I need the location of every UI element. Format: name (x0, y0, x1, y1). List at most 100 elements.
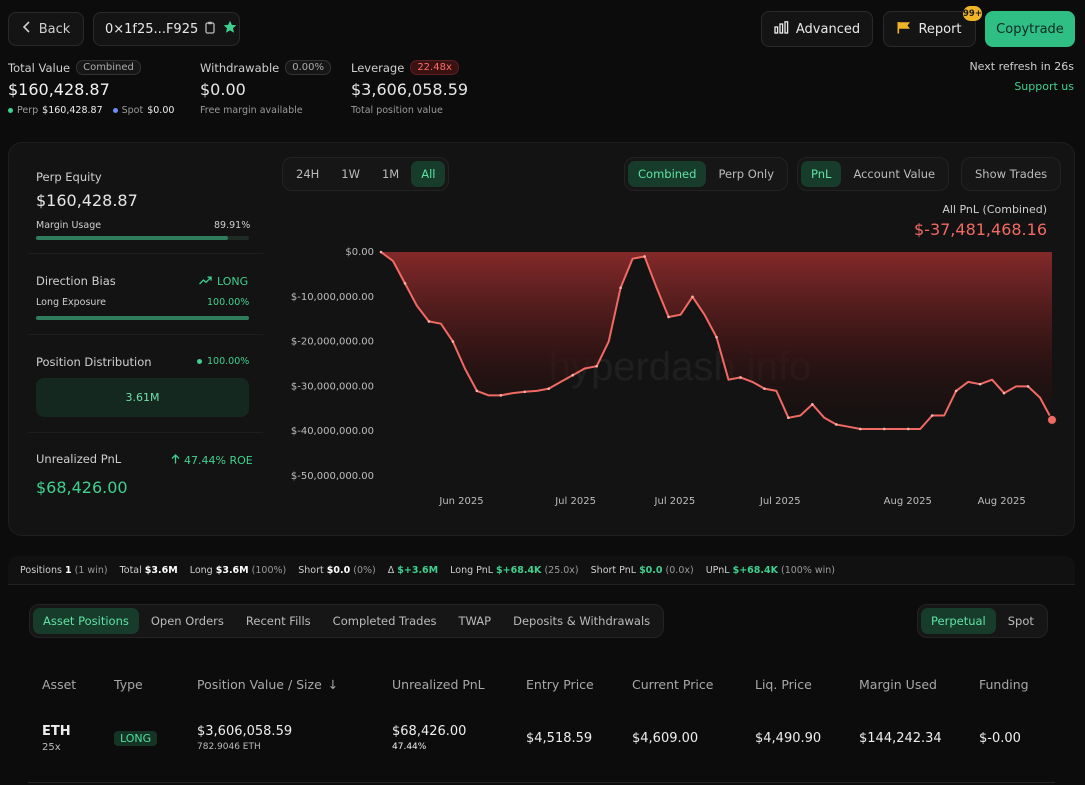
pnl-point (475, 389, 479, 393)
col-position-value[interactable]: Position Value / Size ↓ (197, 677, 338, 692)
show-trades-label: Show Trades (975, 167, 1048, 181)
withdrawable-value: $0.00 (200, 80, 246, 99)
pnl-point (835, 423, 838, 426)
tab-spot[interactable]: Spot (1007, 614, 1034, 628)
total-value-label: Total Value (8, 60, 71, 75)
pnl-title: All PnL (Combined) (942, 203, 1047, 216)
col-unrealized-pnl[interactable]: Unrealized PnL (392, 677, 485, 692)
stat-short-pnl-value: $0.0 (639, 564, 663, 576)
y-tick-label: $-30,000,000.00 (291, 381, 374, 392)
mode-combined[interactable]: Combined (628, 161, 707, 187)
range-1w[interactable]: 1W (341, 167, 360, 181)
leverage-value: $3,606,058.59 (351, 80, 469, 99)
advanced-button[interactable]: Advanced (761, 11, 873, 47)
range-all[interactable]: All (411, 161, 446, 187)
col-margin-used[interactable]: Margin Used (859, 677, 937, 692)
pnl-point (547, 387, 551, 390)
col-liq-price[interactable]: Liq. Price (755, 677, 812, 692)
address-chip[interactable]: 0×1f25...F925 (93, 12, 240, 46)
perp-equity-value: $160,428.87 (36, 191, 138, 210)
col-current-price[interactable]: Current Price (632, 677, 714, 692)
tab-completed-trades[interactable]: Completed Trades (332, 614, 437, 628)
stat-long-pnl-value: $+68.4K (496, 564, 542, 576)
perp-label: Perp (17, 105, 39, 116)
tab-open-orders[interactable]: Open Orders (150, 614, 224, 628)
direction-bias-label: Direction Bias (36, 274, 116, 288)
pnl-point (379, 250, 383, 254)
tab-asset-positions[interactable]: Asset Positions (33, 608, 139, 634)
perp-dot-icon (8, 108, 13, 113)
row-entry-price: $4,518.59 (526, 731, 593, 746)
row-position-value: $3,606,058.59 (197, 724, 293, 739)
roe-indicator: 47.44% ROE (171, 453, 253, 467)
stat-delta-value: $+3.6M (397, 564, 439, 576)
pnl-point (451, 340, 455, 343)
position-distribution-value: 100.00% (207, 356, 250, 367)
metric-account-value[interactable]: Account Value (853, 167, 936, 181)
tab-recent-fills[interactable]: Recent Fills (245, 614, 311, 628)
positions-tabs: Asset Positions Open Orders Recent Fills… (29, 604, 665, 638)
margin-usage-fill (36, 236, 228, 240)
direction-bias-value: LONG (217, 274, 249, 288)
pnl-area (381, 252, 1052, 429)
col-asset[interactable]: Asset (42, 677, 77, 692)
row-funding: $-0.00 (979, 731, 1021, 746)
metric-pnl[interactable]: PnL (801, 161, 842, 187)
stat-long-pnl-sub: (25.0x) (544, 564, 579, 576)
tab-twap[interactable]: TWAP (458, 614, 492, 628)
stat-short-sub: (0%) (353, 564, 376, 576)
refresh-text: Next refresh in 26s (969, 60, 1074, 73)
x-tick-label: Jun 2025 (438, 496, 483, 507)
pnl-point (715, 335, 718, 339)
report-button[interactable]: Report (883, 11, 976, 47)
report-label: Report (918, 21, 962, 37)
pnl-point (954, 389, 958, 393)
tab-deposits-withdrawals[interactable]: Deposits & Withdrawals (513, 614, 651, 628)
stat-delta-label: Δ (387, 564, 395, 576)
position-distribution-label: Position Distribution (36, 355, 152, 369)
spot-label: Spot (121, 105, 144, 116)
y-tick-label: $-20,000,000.00 (291, 337, 374, 348)
stat-total-label: Total (119, 564, 142, 576)
range-1m[interactable]: 1M (381, 167, 400, 181)
range-24h[interactable]: 24H (296, 167, 320, 181)
long-exposure-value: 100.00% (207, 297, 250, 308)
pnl-point (763, 387, 766, 390)
star-icon[interactable] (223, 20, 237, 38)
pnl-point (427, 320, 431, 323)
x-tick-label: Jul 2025 (554, 496, 596, 507)
x-tick-label: Jul 2025 (759, 496, 801, 507)
position-distribution-indicator: 100.00% (197, 356, 249, 367)
pnl-point (1026, 385, 1030, 388)
pnl-point (619, 286, 622, 290)
support-link[interactable]: Support us (1014, 80, 1074, 93)
table-row[interactable]: ETH 25x LONG $3,606,058.59 782.9046 ETH … (28, 705, 1055, 783)
stat-short-pnl-sub: (0.0x) (665, 564, 694, 576)
tab-perpetual[interactable]: Perpetual (921, 608, 996, 634)
back-label: Back (38, 21, 71, 37)
pnl-chart[interactable]: hyperdash.info $0.00$-10,000,000.00$-20,… (280, 240, 1070, 520)
pnl-point (403, 282, 407, 285)
pnl-point (811, 403, 814, 406)
col-entry-price[interactable]: Entry Price (526, 677, 594, 692)
range-selector: 24H 1W 1M All (282, 157, 450, 191)
pnl-point (787, 416, 790, 420)
copytrade-button[interactable]: Copytrade (985, 11, 1075, 47)
show-trades-button[interactable]: Show Trades (961, 157, 1062, 191)
long-exposure-label: Long Exposure (36, 297, 106, 308)
stat-upnl-label: UPnL (705, 564, 730, 576)
dot-icon (197, 359, 202, 364)
col-funding[interactable]: Funding (979, 677, 1029, 692)
arrow-up-icon (171, 453, 180, 467)
back-button[interactable]: Back (8, 12, 84, 46)
copy-icon[interactable] (205, 21, 216, 38)
direction-bias-indicator: LONG (199, 274, 248, 288)
col-type[interactable]: Type (114, 677, 143, 692)
position-distribution-bar[interactable]: 3.61M (36, 378, 249, 417)
stat-short-label: Short (298, 564, 324, 576)
row-asset[interactable]: ETH (42, 724, 71, 739)
mode-perp-only[interactable]: Perp Only (718, 167, 775, 181)
pnl-last-point (1047, 414, 1057, 425)
total-value-section: Total Value Combined $160,428.87 Perp $1… (8, 60, 174, 116)
advanced-label: Advanced (795, 21, 861, 37)
